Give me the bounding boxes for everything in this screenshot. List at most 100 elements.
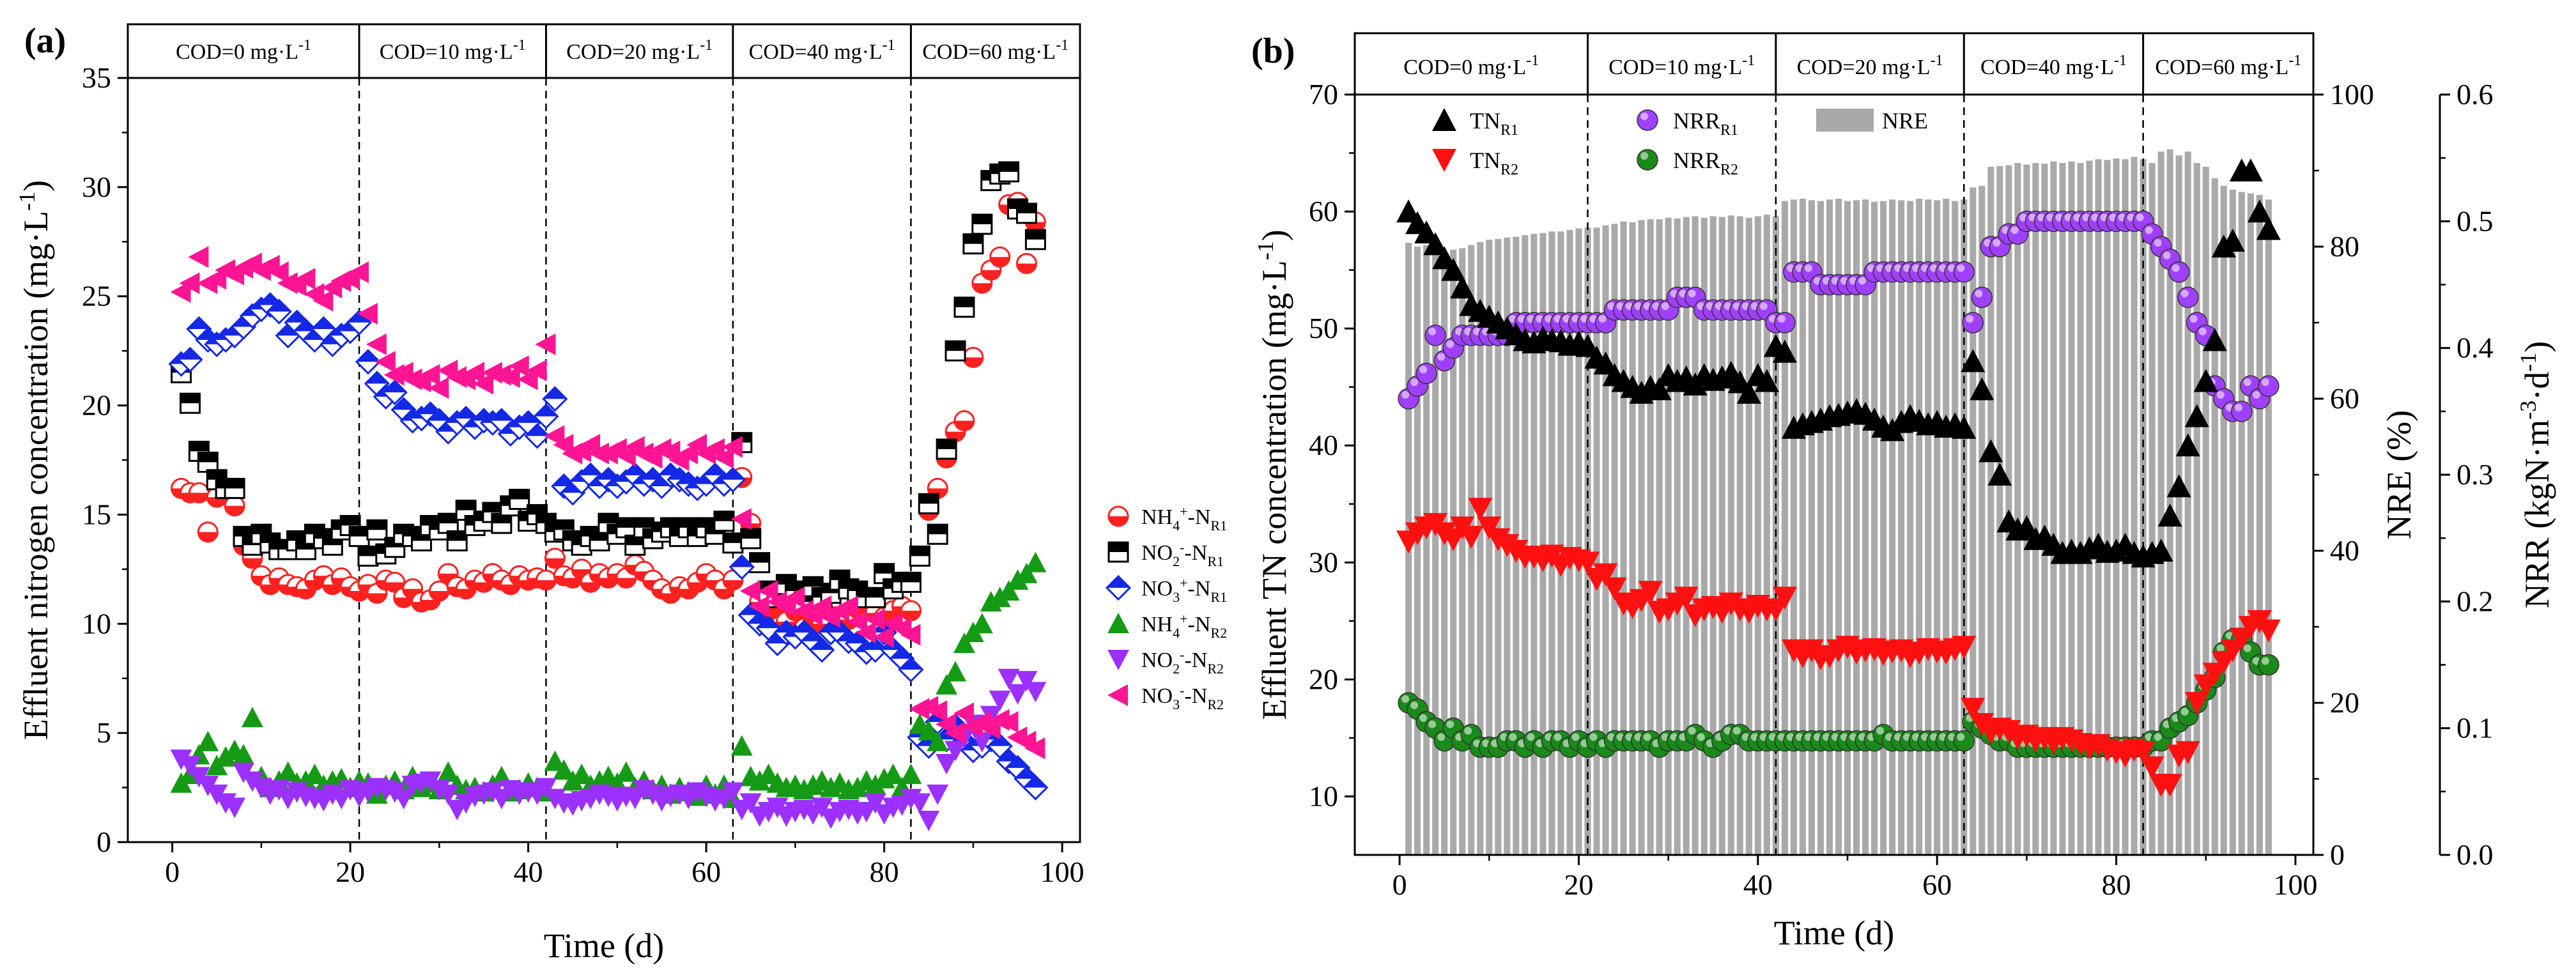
data-point [464,362,485,384]
y-axis-title: Effluent nitrogen concentration (mg·L-1) [14,180,55,740]
data-point-fill [679,518,698,528]
panel-b: (b) COD=0 mg·L-1 COD=10 mg·L-1 COD=20 mg·L-… [1251,31,2556,952]
data-point [998,580,1020,601]
data-point [1423,232,1448,256]
data-point [1575,551,1600,575]
data-point-fill [198,452,218,463]
nre-bar [1799,199,1806,855]
y-tick-label: 20 [82,389,111,422]
data-point [864,608,885,631]
data-point-highlight [1446,720,1454,728]
data-point-fill [865,588,885,598]
phase-label: COD=60 mg·L-1 [2155,52,2301,79]
data-point-highlight [2261,657,2269,665]
data-point-fill [348,311,371,323]
data-point [1015,562,1038,583]
panel-a: (a) COD=0 mg·L-1 COD=10 mg·L-1 COD=20 mg·L-… [14,21,1227,965]
nre-bar [1934,200,1941,855]
nre-bar [1718,217,1725,856]
data-point [1962,312,1984,334]
data-point-highlight [1966,315,1974,323]
nre-bar [1692,216,1699,855]
data-point [1424,325,1446,346]
nre-bar [1727,215,1734,856]
data-point [1952,636,1977,659]
data-point-highlight [2154,733,2162,741]
data-point [1638,581,1663,604]
data-point-fill [1017,263,1037,273]
y-tick-label: 10 [82,607,111,640]
data-point [615,761,637,782]
data-point-highlight [1777,315,1785,323]
panel-b-label: (b) [1251,31,1295,71]
nre-bar [2122,159,2129,855]
nre-bar [1602,225,1609,855]
nre-bar [1441,254,1448,855]
data-point-highlight [1589,733,1598,741]
legend-label: NO2--NR2 [1141,647,1224,677]
data-point-fill [356,350,380,362]
data-point-fill [704,463,727,475]
data-point [936,673,958,695]
data-point-fill [420,599,440,610]
data-point-fill [981,270,1001,280]
data-point [909,793,931,814]
legend-nre-swatch [1816,109,1874,132]
data-point [2247,199,2272,223]
data-point-highlight [1688,289,1696,298]
x-tick-label: 100 [2273,868,2317,901]
nre-bar [1916,199,1923,855]
phase-label: COD=0 mg·L-1 [1403,52,1539,79]
nre-bar [2184,151,2191,855]
data-point-highlight [2234,403,2242,411]
data-point [1432,149,1456,172]
data-point-fill [963,234,983,244]
legend-label: NRRR1 [1673,108,1738,139]
data-point [2184,404,2209,427]
data-point-fill [198,532,218,542]
data-point-fill [972,214,992,224]
data-point-fill [545,558,565,568]
nre-bar [1817,201,1824,856]
tn-series-1 [1396,498,2281,797]
nre-bar [1736,216,1743,855]
data-point [1774,312,1796,334]
data-point-fill [225,479,245,489]
data-point [1953,730,1975,752]
data-point [1637,109,1658,131]
data-point-highlight [2136,213,2144,222]
data-point-fill [688,582,707,592]
nre-bar [1647,219,1654,855]
nre-bar [1656,219,1663,855]
data-point-highlight [1759,302,1768,311]
data-point-highlight [1410,378,1419,387]
data-point-fill [365,372,389,384]
y2-tick-label: 60 [2330,382,2359,415]
nre-bar [2211,178,2218,855]
data-point-fill [910,546,930,557]
data-point [721,782,744,803]
data-point-fill [438,514,458,524]
y-tick-label: 70 [1309,78,1338,111]
data-point-fill [1006,756,1030,768]
data-point-fill [801,629,825,641]
data-point-highlight [1428,720,1437,728]
nre-bar [1468,245,1475,855]
nre-bar [1486,240,1493,855]
data-point-fill [543,387,567,399]
nre-bar [1907,201,1914,856]
nre-bar [2059,163,2066,856]
nre-bars [1405,149,2272,856]
data-point [1107,684,1128,706]
nre-bar [1745,217,1752,855]
data-point-fill [739,603,762,615]
nre-bar [1880,201,1887,856]
y3-tick-label: 0.3 [2456,458,2494,491]
legend-label: TNR2 [1470,148,1518,178]
data-point-fill [189,442,209,452]
data-point-highlight [2216,391,2225,399]
y-tick-label: 25 [82,280,111,312]
data-point-fill [474,582,494,592]
nre-bar [1584,227,1591,855]
data-point [357,303,378,325]
